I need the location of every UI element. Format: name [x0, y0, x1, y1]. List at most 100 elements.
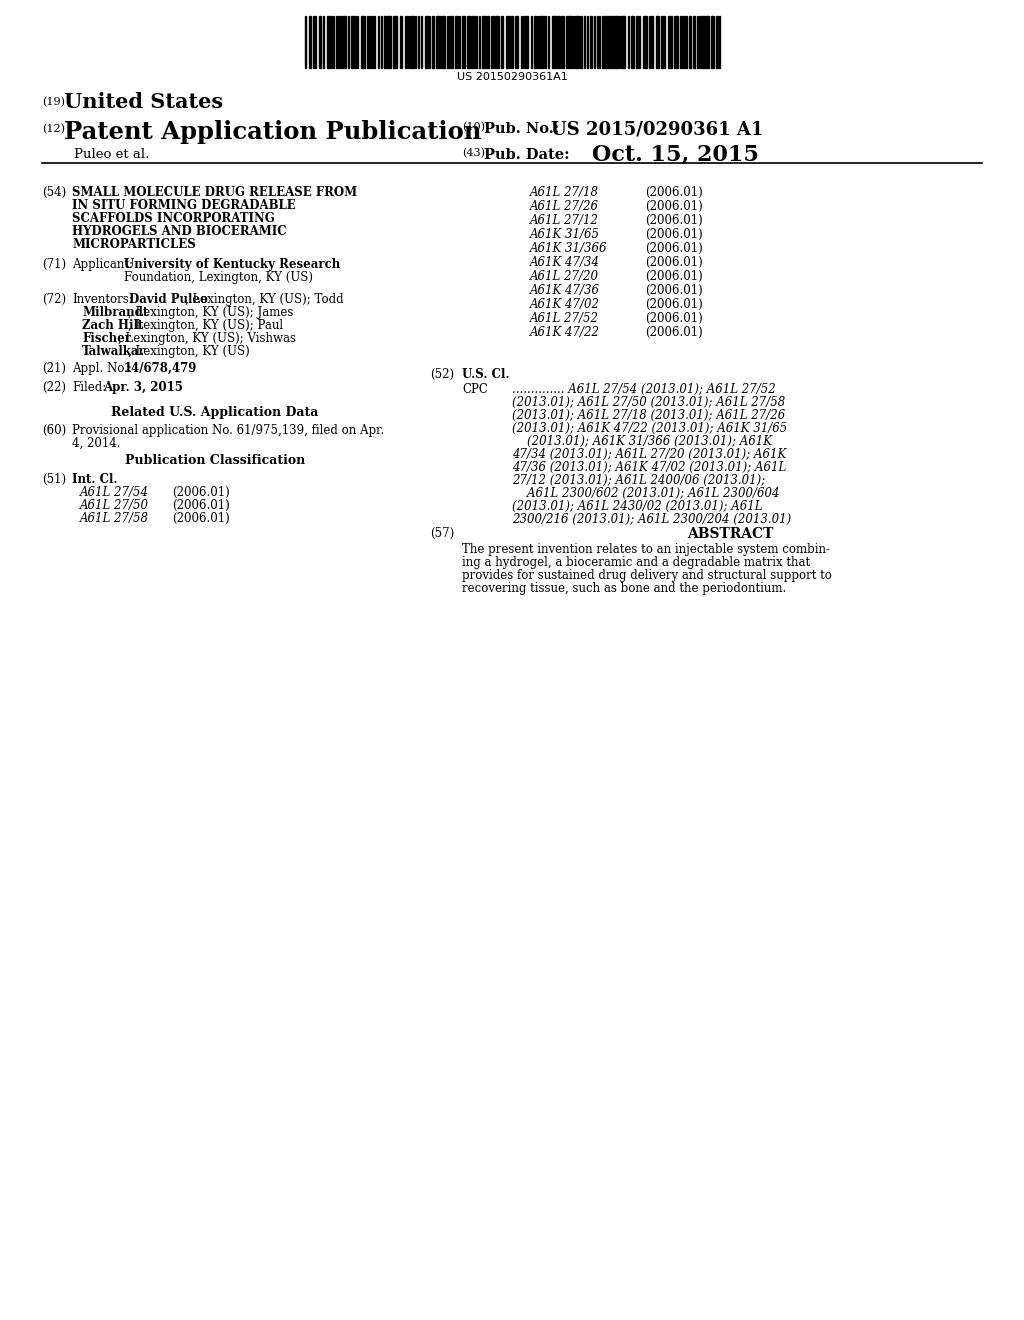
Text: Puleo et al.: Puleo et al.	[74, 148, 150, 161]
Bar	[602, 16, 604, 69]
Bar	[467, 16, 470, 69]
Bar	[562, 16, 564, 69]
Text: recovering tissue, such as bone and the periodontium.: recovering tissue, such as bone and the …	[462, 582, 786, 595]
Text: (19): (19)	[42, 96, 65, 107]
Bar	[487, 16, 489, 69]
Text: Patent Application Publication: Patent Application Publication	[63, 120, 481, 144]
Text: Publication Classification: Publication Classification	[125, 454, 305, 467]
Text: (2006.01): (2006.01)	[645, 271, 702, 282]
Text: Int. Cl.: Int. Cl.	[72, 473, 118, 486]
Text: A61L 27/54: A61L 27/54	[80, 486, 150, 499]
Bar	[680, 16, 682, 69]
Text: Applicant:: Applicant:	[72, 257, 133, 271]
Text: 47/36 (2013.01); A61K 47/02 (2013.01); A61L: 47/36 (2013.01); A61K 47/02 (2013.01); A…	[512, 461, 786, 474]
Text: Appl. No.:: Appl. No.:	[72, 362, 132, 375]
Text: Filed:: Filed:	[72, 381, 106, 393]
Bar	[676, 16, 678, 69]
Text: (2006.01): (2006.01)	[645, 242, 702, 255]
Text: (2013.01); A61L 27/50 (2013.01); A61L 27/58: (2013.01); A61L 27/50 (2013.01); A61L 27…	[512, 396, 785, 409]
Text: 47/34 (2013.01); A61L 27/20 (2013.01); A61K: 47/34 (2013.01); A61L 27/20 (2013.01); A…	[512, 447, 786, 461]
Bar	[393, 16, 397, 69]
Bar	[525, 16, 528, 69]
Text: (2013.01); A61L 2430/02 (2013.01); A61L: (2013.01); A61L 2430/02 (2013.01); A61L	[512, 500, 763, 513]
Text: , Lexington, KY (US): , Lexington, KY (US)	[128, 345, 250, 358]
Text: A61L 27/18: A61L 27/18	[530, 186, 599, 199]
Text: SCAFFOLDS INCORPORATING: SCAFFOLDS INCORPORATING	[72, 213, 274, 224]
Text: A61K 47/22: A61K 47/22	[530, 326, 600, 339]
Text: A61L 27/12: A61L 27/12	[530, 214, 599, 227]
Bar	[689, 16, 691, 69]
Bar	[621, 16, 625, 69]
Text: United States: United States	[63, 92, 223, 112]
Text: (2006.01): (2006.01)	[645, 326, 702, 339]
Text: HYDROGELS AND BIOCERAMIC: HYDROGELS AND BIOCERAMIC	[72, 224, 287, 238]
Text: A61L 27/52: A61L 27/52	[530, 312, 599, 325]
Text: David Puleo: David Puleo	[129, 293, 208, 306]
Text: A61K 47/34: A61K 47/34	[530, 256, 600, 269]
Text: , Lexington, KY (US); Vishwas: , Lexington, KY (US); Vishwas	[118, 333, 296, 345]
Text: Pub. Date:: Pub. Date:	[484, 148, 569, 162]
Bar	[442, 16, 445, 69]
Bar	[656, 16, 659, 69]
Text: Related U.S. Application Data: Related U.S. Application Data	[112, 407, 318, 418]
Text: (21): (21)	[42, 362, 66, 375]
Text: A61K 31/366: A61K 31/366	[530, 242, 607, 255]
Bar	[568, 16, 572, 69]
Text: (57): (57)	[430, 527, 455, 540]
Text: , Lexington, KY (US); James: , Lexington, KY (US); James	[128, 306, 293, 319]
Text: Pub. No.:: Pub. No.:	[484, 121, 559, 136]
Bar	[614, 16, 618, 69]
Bar	[354, 16, 356, 69]
Text: (2006.01): (2006.01)	[645, 284, 702, 297]
Bar	[432, 16, 434, 69]
Bar	[651, 16, 653, 69]
Bar	[309, 16, 311, 69]
Text: (2006.01): (2006.01)	[645, 201, 702, 213]
Bar	[425, 16, 428, 69]
Bar	[369, 16, 371, 69]
Bar	[436, 16, 439, 69]
Text: Milbrandt: Milbrandt	[82, 306, 148, 319]
Text: A61L 27/20: A61L 27/20	[530, 271, 599, 282]
Text: IN SITU FORMING DEGRADABLE: IN SITU FORMING DEGRADABLE	[72, 199, 296, 213]
Bar	[451, 16, 453, 69]
Bar	[590, 16, 592, 69]
Bar	[515, 16, 518, 69]
Bar	[716, 16, 718, 69]
Text: A61L 27/58: A61L 27/58	[80, 512, 150, 525]
Text: (22): (22)	[42, 381, 66, 393]
Bar	[506, 16, 509, 69]
Text: (51): (51)	[42, 473, 67, 486]
Bar	[510, 16, 513, 69]
Text: Talwalkar: Talwalkar	[82, 345, 145, 358]
Text: (2006.01): (2006.01)	[645, 228, 702, 242]
Text: (10): (10)	[462, 121, 485, 132]
Text: University of Kentucky Research: University of Kentucky Research	[124, 257, 340, 271]
Bar	[631, 16, 634, 69]
Text: 4, 2014.: 4, 2014.	[72, 437, 121, 450]
Bar	[455, 16, 458, 69]
Text: Inventors:: Inventors:	[72, 293, 133, 306]
Bar	[471, 16, 473, 69]
Text: (60): (60)	[42, 424, 67, 437]
Bar	[706, 16, 709, 69]
Text: (52): (52)	[430, 368, 454, 381]
Text: 2300/216 (2013.01); A61L 2300/204 (2013.01): 2300/216 (2013.01); A61L 2300/204 (2013.…	[512, 513, 792, 525]
Bar	[611, 16, 613, 69]
Text: 27/12 (2013.01); A61L 2400/06 (2013.01);: 27/12 (2013.01); A61L 2400/06 (2013.01);	[512, 474, 765, 487]
Bar	[534, 16, 536, 69]
Text: A61K 31/65: A61K 31/65	[530, 228, 600, 242]
Bar	[575, 16, 579, 69]
Bar	[580, 16, 582, 69]
Text: SMALL MOLECULE DRUG RELEASE FROM: SMALL MOLECULE DRUG RELEASE FROM	[72, 186, 357, 199]
Text: (2013.01); A61L 27/18 (2013.01); A61L 27/26: (2013.01); A61L 27/18 (2013.01); A61L 27…	[512, 409, 785, 422]
Text: A61K 47/36: A61K 47/36	[530, 284, 600, 297]
Bar	[701, 16, 705, 69]
Bar	[501, 16, 503, 69]
Bar	[662, 16, 663, 69]
Bar	[693, 16, 695, 69]
Bar	[344, 16, 346, 69]
Bar	[668, 16, 670, 69]
Text: (43): (43)	[462, 148, 485, 158]
Bar	[411, 16, 414, 69]
